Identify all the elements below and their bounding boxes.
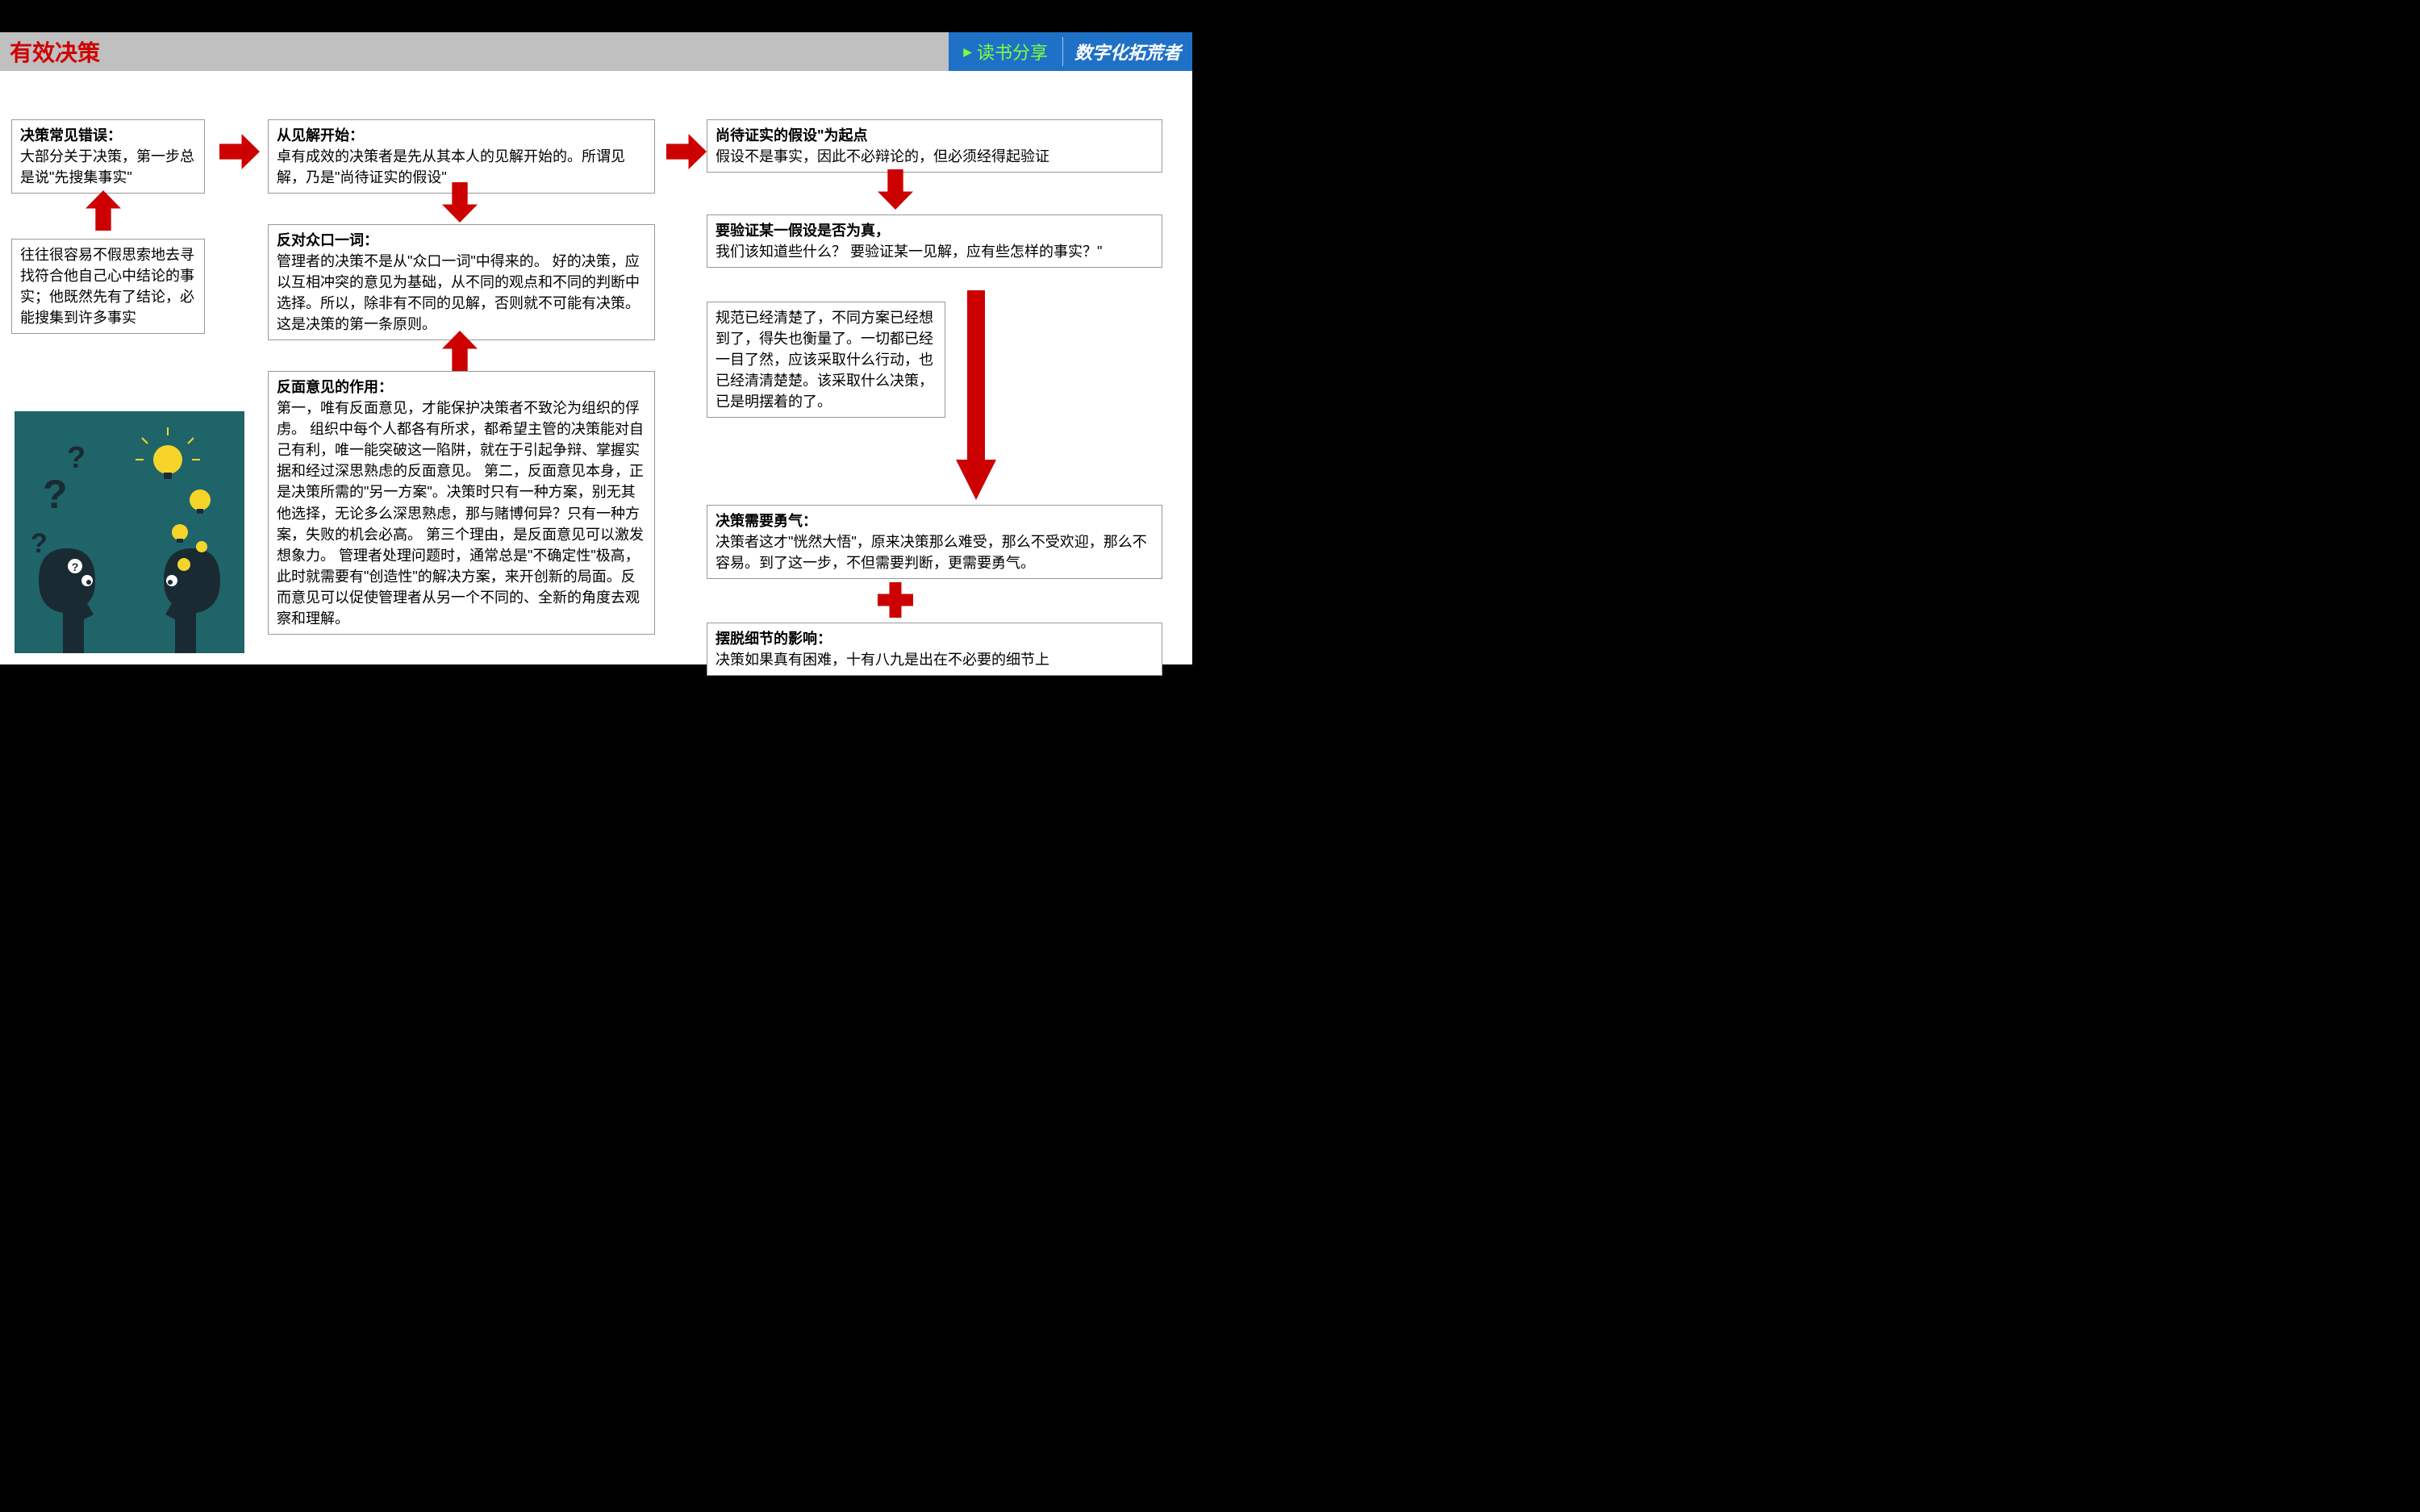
arrow-down <box>442 182 478 223</box>
box-c1-body: 假设不是事实，因此不必辩论的，但必须经得起验证 <box>716 148 1049 165</box>
header-tag: 读书分享 数字化拓荒者 <box>949 32 1192 71</box>
box-c2-body: 我们该知道些什么？ 要验证某一见解，应有些怎样的事实？" <box>716 244 1102 260</box>
arrow-right <box>219 134 260 169</box>
box-c1-hd: 尚待证实的假设"为起点 <box>716 127 868 144</box>
arrow-right <box>666 134 707 169</box>
box-c5-hd: 摆脱细节的影响： <box>716 631 832 647</box>
box-a1: 决策常见错误： 大部分关于决策，第一步总是说"先搜集事实" <box>11 119 205 194</box>
svg-text:?: ? <box>31 528 48 559</box>
box-c2-hd: 要验证某一假设是否为真， <box>716 223 890 239</box>
svg-text:?: ? <box>43 472 68 517</box>
arrow-up <box>86 190 121 231</box>
box-c5: 摆脱细节的影响： 决策如果真有困难，十有八九是出在不必要的细节上 <box>707 623 1162 676</box>
box-c3-body: 规范已经清楚了，不同方案已经想到了，得失也衡量了。一切都已经一目了然，应该采取什… <box>716 310 933 410</box>
box-b1-body: 卓有成效的决策者是先从其本人的见解开始的。所谓见解，乃是"尚待证实的假设" <box>277 148 625 185</box>
box-b1-hd: 从见解开始： <box>277 127 364 144</box>
title-bar: 有效决策 读书分享 数字化拓荒者 <box>0 32 1192 71</box>
svg-text:?: ? <box>72 560 79 573</box>
arrow-plus <box>878 582 913 618</box>
box-a1-hd: 决策常见错误： <box>20 127 122 144</box>
arrow-up <box>442 331 478 371</box>
ideas-vs-questions-icon: ? ? ? ? <box>15 411 244 653</box>
arrow-down <box>878 169 913 210</box>
box-c5-body: 决策如果真有困难，十有八九是出在不必要的细节上 <box>716 652 1049 668</box>
page-title: 有效决策 <box>10 35 100 68</box>
box-c4-body: 决策者这才"恍然大悟"，原来决策那么难受，那么不受欢迎，那么不容易。到了这一步，… <box>716 534 1147 571</box>
box-b2-hd: 反对众口一词： <box>277 232 378 248</box>
box-a1-body: 大部分关于决策，第一步总是说"先搜集事实" <box>20 148 194 185</box>
box-b3: 反面意见的作用： 第一，唯有反面意见，才能保护决策者不致沦为组织的俘虏。 组织中… <box>268 371 655 635</box>
pioneer-label: 数字化拓荒者 <box>1063 39 1192 65</box>
box-c4: 决策需要勇气： 决策者这才"恍然大悟"，原来决策那么难受，那么不受欢迎，那么不容… <box>707 505 1162 579</box>
box-a2-body: 往往很容易不假思索地去寻找符合他自己心中结论的事实；他既然先有了结论，必能搜集到… <box>20 247 194 326</box>
box-c4-hd: 决策需要勇气： <box>716 513 817 529</box>
share-label: 读书分享 <box>949 37 1063 66</box>
box-b3-hd: 反面意见的作用： <box>277 379 393 395</box>
box-b3-body: 第一，唯有反面意见，才能保护决策者不致沦为组织的俘虏。 组织中每个人都各有所求，… <box>277 400 644 627</box>
box-b2: 反对众口一词： 管理者的决策不是从"众口一词"中得来的。 好的决策，应以互相冲突… <box>268 224 655 340</box>
svg-text:?: ? <box>67 441 86 475</box>
box-b2-body: 管理者的决策不是从"众口一词"中得来的。 好的决策，应以互相冲突的意见为基础，从… <box>277 253 640 332</box>
box-c3: 规范已经清楚了，不同方案已经想到了，得失也衡量了。一切都已经一目了然，应该采取什… <box>707 302 945 418</box>
box-a2: 往往很容易不假思索地去寻找符合他自己心中结论的事实；他既然先有了结论，必能搜集到… <box>11 239 205 334</box>
box-c2: 要验证某一假设是否为真， 我们该知道些什么？ 要验证某一见解，应有些怎样的事实？… <box>707 215 1162 268</box>
thinking-illustration: ? ? ? ? <box>15 411 244 653</box>
box-c1: 尚待证实的假设"为起点 假设不是事实，因此不必辩论的，但必须经得起验证 <box>707 119 1162 173</box>
arrow-down-long <box>956 290 996 500</box>
